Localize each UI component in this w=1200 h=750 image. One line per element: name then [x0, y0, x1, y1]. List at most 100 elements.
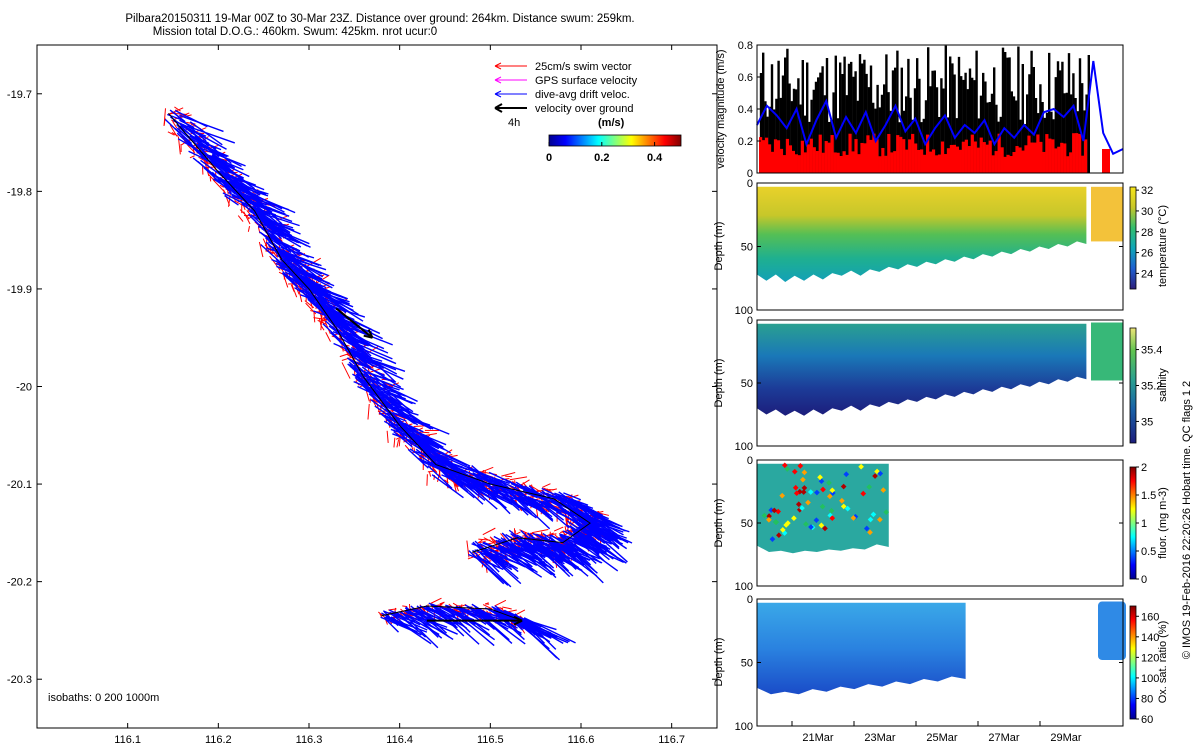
- velocity-red-bar: [788, 145, 793, 173]
- velocity-red-bar: [1021, 150, 1025, 173]
- drift-vector: [437, 461, 458, 475]
- swim-vector: [325, 332, 331, 342]
- velocity-red-bar: [1039, 141, 1043, 173]
- velocity-red-bar: [866, 135, 870, 173]
- y-tick-label: 0.2: [738, 136, 753, 148]
- drift-vector: [332, 316, 348, 330]
- velocity-red-bar: [896, 135, 900, 173]
- map-y-tick-label: -19.7: [7, 89, 32, 101]
- velocity-red-bar: [821, 152, 825, 173]
- map-x-tick-label: 116.1: [114, 734, 141, 746]
- velocity-red-bar: [851, 151, 855, 173]
- fluorescence-point: [858, 463, 864, 470]
- drift-vector: [215, 178, 251, 195]
- swim-vector: [396, 439, 400, 448]
- y-tick-label: 0: [747, 315, 753, 327]
- fluorescence-point: [776, 532, 782, 539]
- oxygen-panel: 0 50 100 21Mar 23Mar 25Mar 27Mar 29Mar Depth (…: [713, 594, 1169, 744]
- fluorescence-point: [803, 521, 809, 527]
- drift-vector: [390, 406, 419, 421]
- velocity-blue-series: [756, 60, 1124, 156]
- drift-vector: [554, 495, 569, 509]
- legend-item-gps: GPS surface velocity: [494, 75, 638, 87]
- section-field-late: [1098, 601, 1126, 660]
- velocity-red-bar: [902, 139, 906, 173]
- drift-vector: [316, 288, 359, 316]
- fluorescence-point: [844, 505, 851, 512]
- x-tick-label: 25Mar: [926, 732, 958, 744]
- fluorescence-point: [801, 485, 808, 491]
- drift-vector: [491, 477, 521, 508]
- velocity-red-bar: [767, 144, 772, 173]
- colorbar-tick-label: 140: [1141, 632, 1159, 644]
- drift-vector: [292, 258, 324, 278]
- fluorescence-point: [779, 527, 786, 533]
- legend-colorbar-label: (m/s): [598, 117, 625, 129]
- drift-vector: [468, 550, 505, 585]
- salinity-colorbar-ticks: 35 35.2 35.4: [1136, 345, 1162, 428]
- salinity-ylabel: Depth (m): [713, 359, 725, 408]
- swim-vector: [237, 215, 244, 222]
- velocity-red-bar: [1045, 134, 1049, 173]
- velocity-red-bar: [914, 143, 918, 173]
- y-tick-label: 0: [747, 168, 753, 180]
- velocity-red-bar: [1078, 133, 1082, 173]
- velocity-red-bar: [833, 152, 837, 173]
- drift-vector: [478, 487, 513, 506]
- colorbar-tick-label: 32: [1141, 185, 1153, 197]
- velocity-red-bar: [759, 137, 763, 173]
- fluorescence-field: [757, 462, 890, 554]
- swim-vector: [171, 132, 179, 137]
- ground-velocity-arrowhead: [363, 329, 374, 339]
- drift-vector: [224, 175, 248, 184]
- colorbar-tick-label: 0.5: [1141, 546, 1156, 558]
- velocity-red-bar: [1054, 148, 1058, 173]
- isobaths-note: isobaths: 0 200 1000m: [48, 692, 159, 704]
- fluorescence-point: [839, 497, 845, 504]
- velocity-red-bar: [970, 134, 974, 173]
- drift-vector: [202, 153, 250, 178]
- velocity-red-bar: [967, 146, 971, 173]
- drift-vector: [209, 155, 244, 171]
- drift-vector: [348, 342, 397, 365]
- drift-vector: [370, 372, 396, 383]
- drift-vector: [384, 618, 400, 633]
- swim-vector: [494, 599, 507, 607]
- drift-vector: [501, 545, 544, 563]
- fluorescence-point: [829, 487, 836, 494]
- velocity-red-bar: [937, 154, 942, 173]
- salinity-colorbar-label: salinity: [1157, 368, 1169, 402]
- fluorescence-point: [828, 507, 835, 514]
- fluorescence-point: [808, 524, 814, 530]
- drift-vector: [372, 379, 418, 402]
- velocity-red-bars: [759, 133, 1110, 173]
- velocity-red-bar: [836, 152, 840, 173]
- drift-vector: [174, 127, 193, 145]
- drift-vector: [431, 474, 464, 499]
- drift-vector: [559, 533, 602, 549]
- drift-vector: [527, 499, 554, 522]
- temperature-panel: 0 50 100 Depth (m) 24 26 28 30 32 temperature …: [713, 178, 1169, 317]
- drift-vector: [495, 539, 536, 564]
- drift-vector: [330, 317, 348, 332]
- colorbar-tick-label: 80: [1141, 693, 1153, 705]
- swim-vector: [320, 312, 323, 331]
- ground-track: [381, 605, 523, 622]
- velocity-red-bar: [943, 154, 948, 173]
- chart-title-line2: Mission total D.O.G.: 460km. Swum: 425km…: [153, 26, 437, 38]
- section-field-late: [1091, 186, 1123, 242]
- fluorescence-point: [784, 466, 791, 472]
- colorbar-tick-label: 26: [1141, 248, 1153, 260]
- legend-colorbar-tick-label: 0: [546, 152, 552, 164]
- swim-vector: [370, 367, 385, 373]
- velocity-red-bar: [934, 155, 939, 173]
- velocity-red-bar: [827, 142, 831, 173]
- swim-vector: [501, 472, 516, 477]
- fluorescence-point: [826, 480, 832, 486]
- salinity-y-ticks: 0 50 100: [735, 315, 1123, 453]
- drift-vector: [427, 465, 453, 489]
- fluorescence-point: [771, 507, 778, 514]
- fluorescence-point: [792, 484, 799, 491]
- velocity-red-bar: [1084, 139, 1088, 173]
- fluorescence-point: [829, 515, 836, 521]
